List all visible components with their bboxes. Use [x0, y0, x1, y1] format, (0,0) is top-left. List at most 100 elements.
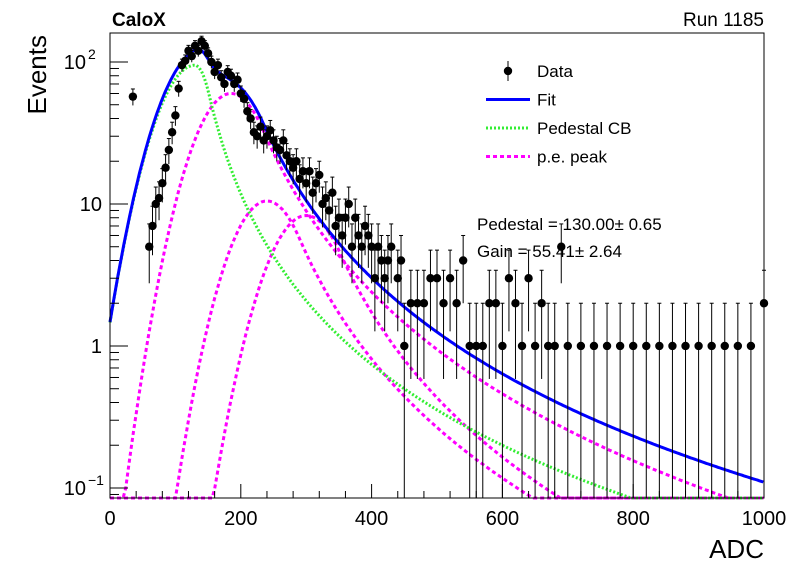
data-point: [511, 299, 520, 308]
data-point: [216, 73, 226, 82]
data-point: [220, 79, 229, 89]
data-point: [226, 71, 236, 80]
x-tick-label: 600: [486, 508, 519, 530]
data-point: [279, 136, 288, 145]
data-point: [615, 341, 625, 351]
data-point: [128, 92, 138, 101]
data-point: [239, 94, 249, 104]
x-tick-label: 400: [355, 508, 388, 530]
experiment-label: CaloX: [112, 10, 166, 31]
data-point: [305, 167, 314, 176]
data-point: [161, 163, 170, 172]
data-point: [537, 299, 546, 308]
data-point: [269, 136, 278, 145]
legend-data-label: Data: [537, 62, 573, 81]
data-point: [341, 213, 350, 222]
data-point: [181, 56, 190, 65]
legend-pedestal-label: Pedestal CB: [537, 119, 632, 138]
data-point: [543, 341, 553, 351]
gain-result: Gain = 55.41± 2.64: [477, 242, 622, 261]
data-point: [707, 341, 716, 351]
data-point: [377, 256, 386, 265]
data-point: [383, 256, 393, 265]
data-point: [576, 341, 586, 351]
data-point: [210, 67, 219, 77]
data-point: [233, 75, 242, 84]
x-tick-label: 1000: [742, 508, 787, 530]
y-tick-label: 10: [64, 52, 86, 74]
data-point: [504, 274, 514, 283]
data-point: [321, 193, 331, 203]
data-point: [357, 242, 366, 251]
data-point: [396, 256, 406, 265]
data-point: [213, 60, 223, 70]
data-point: [246, 114, 255, 123]
data-point: [413, 299, 422, 308]
data-point: [311, 179, 321, 188]
x-tick-label: 200: [224, 508, 257, 530]
data-point: [187, 51, 196, 61]
data-point: [629, 341, 638, 351]
data-point: [367, 242, 376, 251]
data-point: [331, 221, 340, 231]
data-point: [334, 213, 344, 222]
data-point: [344, 199, 353, 209]
data-point: [207, 57, 216, 67]
data-point: [354, 231, 363, 240]
pe-peak-curve: [110, 91, 764, 500]
data-point: [154, 193, 164, 203]
legend-fit-label: Fit: [537, 91, 556, 110]
data-point: [439, 299, 448, 308]
run-label: Run 1185: [683, 10, 764, 31]
data-point: [478, 341, 487, 351]
y-tick-exponent: 2: [88, 46, 96, 62]
data-point: [498, 341, 507, 351]
data-point: [419, 299, 429, 308]
y-tick-label: 1: [91, 336, 102, 358]
data-point: [720, 341, 729, 351]
data-point: [524, 274, 533, 283]
data-point: [733, 341, 743, 351]
y-tick-label: 10: [80, 194, 102, 216]
data-point: [295, 174, 304, 184]
legend: Data Fit Pedestal CB p.e. peak: [486, 61, 632, 167]
data-point: [387, 242, 396, 251]
data-point: [491, 299, 501, 308]
data-point: [406, 299, 416, 308]
data-point: [530, 341, 540, 351]
data-point: [194, 46, 203, 55]
y-axis-title: Events: [22, 35, 52, 115]
data-point: [681, 341, 690, 351]
data-point: [174, 84, 183, 93]
data-point: [158, 179, 167, 188]
data-point: [171, 111, 180, 120]
data-point: [266, 126, 275, 135]
data-point: [589, 341, 599, 351]
data-point: [256, 122, 265, 131]
x-tick-label: 800: [617, 508, 650, 530]
data-point: [328, 188, 337, 197]
data-point: [668, 341, 677, 351]
data-point: [292, 157, 301, 166]
data-point: [380, 274, 389, 283]
data-point: [285, 157, 295, 166]
data-point: [550, 341, 559, 351]
data-point: [517, 341, 527, 351]
data-point: [308, 188, 317, 197]
data-point: [145, 242, 154, 251]
data-point: [432, 274, 442, 283]
data-points: [128, 35, 769, 498]
data-point: [351, 213, 360, 222]
data-point: [337, 231, 347, 240]
data-point: [393, 274, 402, 283]
data-point: [465, 341, 474, 351]
data-point: [485, 299, 494, 308]
data-point: [164, 145, 174, 155]
data-point: [302, 179, 311, 188]
data-point: [347, 242, 357, 251]
pe-peak-curve: [110, 199, 764, 500]
data-point: [602, 341, 612, 351]
data-point: [373, 242, 383, 251]
data-point: [288, 163, 298, 172]
